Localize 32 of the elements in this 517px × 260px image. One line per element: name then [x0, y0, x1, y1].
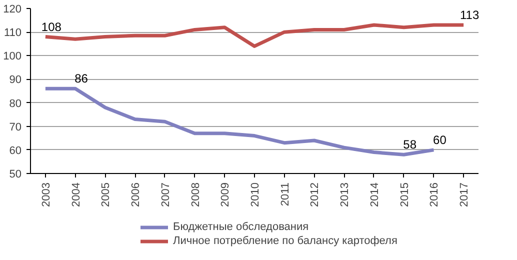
x-tick-label: 2010 — [250, 182, 262, 207]
y-tick-label: 70 — [9, 121, 22, 134]
x-tick-label: 2006 — [130, 182, 142, 207]
x-tick-label: 2016 — [428, 182, 441, 207]
data-label: 108 — [41, 20, 62, 34]
data-label: 60 — [433, 132, 447, 147]
y-tick-label: 120 — [3, 4, 22, 16]
line-series — [44, 86, 436, 156]
data-label: 58 — [403, 138, 417, 152]
y-tick-label: 50 — [9, 168, 22, 180]
y-tick-label: 100 — [3, 50, 22, 63]
y-tick-label: 110 — [4, 27, 22, 40]
x-tick-label: 2009 — [220, 182, 232, 207]
x-tick-label: 2003 — [40, 182, 52, 207]
x-tick-label: 2017 — [458, 182, 471, 207]
x-tick-label: 2015 — [398, 182, 411, 207]
x-tick-label: 2007 — [160, 182, 172, 207]
line-series — [44, 23, 466, 48]
x-tick-label: 2014 — [368, 182, 381, 207]
y-tick-label: 80 — [9, 98, 22, 110]
x-tick-label: 2012 — [309, 182, 322, 207]
x-tick-label: 2008 — [190, 182, 202, 207]
y-tick-label: 60 — [9, 144, 22, 157]
legend-label: Бюджетные обследования — [173, 221, 309, 233]
data-label: 113 — [460, 8, 480, 22]
x-tick-label: 2011 — [279, 182, 292, 206]
x-tick-label: 2013 — [339, 182, 352, 207]
y-tick-label: 90 — [9, 74, 22, 86]
legend-label: Личное потребление по балансу картофеля — [173, 235, 398, 247]
x-tick-label: 2005 — [100, 182, 112, 207]
data-label: 86 — [74, 72, 88, 86]
x-tick-label: 2004 — [70, 182, 82, 207]
